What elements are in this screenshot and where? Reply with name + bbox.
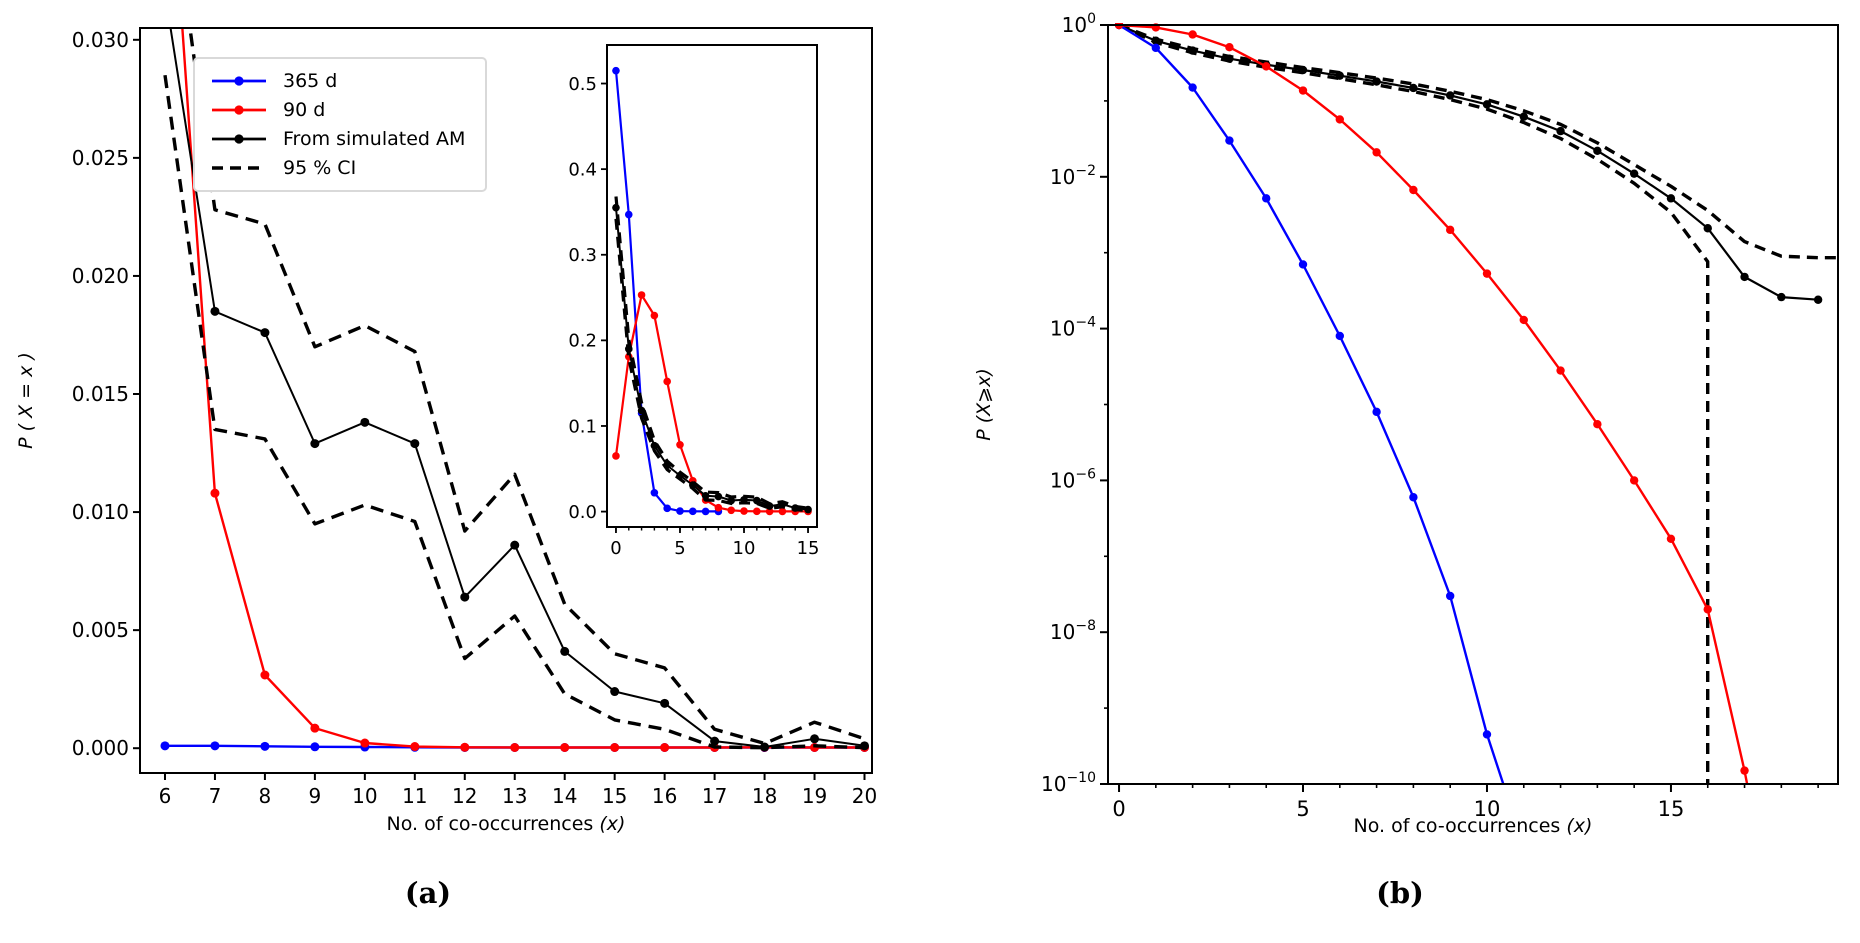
- svg-text:10: 10: [352, 784, 377, 808]
- svg-text:100: 100: [1062, 11, 1096, 37]
- svg-text:12: 12: [452, 784, 477, 808]
- svg-text:10−10: 10−10: [1041, 770, 1096, 796]
- svg-text:0.015: 0.015: [72, 382, 129, 406]
- panel-b-xlabel: No. of co-occurrences (x): [1354, 815, 1593, 837]
- svg-text:10−8: 10−8: [1050, 618, 1096, 644]
- series-ci-lower: [163, 74, 865, 750]
- svg-text:0.010: 0.010: [72, 500, 129, 524]
- panel-a-axes: 6 7 8 9 10 11 12 13 14 15 16 17 18 19 200.0000.0050.01…: [72, 28, 877, 808]
- svg-text:0.5: 0.5: [568, 74, 597, 95]
- svg-text:5: 5: [1296, 797, 1309, 821]
- svg-text:19: 19: [802, 784, 827, 808]
- series-ci-lower: [614, 218, 809, 513]
- svg-text:0.1: 0.1: [568, 416, 597, 437]
- svg-text:15: 15: [797, 538, 820, 559]
- svg-text:10: 10: [733, 538, 756, 559]
- svg-text:15: 15: [602, 784, 627, 808]
- svg-text:0: 0: [1112, 797, 1125, 821]
- legend-line-dot-swatch: [210, 73, 268, 89]
- svg-text:20: 20: [852, 784, 877, 808]
- svg-text:8: 8: [259, 784, 272, 808]
- series-simulated-am: [1114, 23, 1823, 304]
- legend-item-label: From simulated AM: [283, 128, 466, 150]
- series-simulated-am: [169, 28, 870, 752]
- svg-text:17: 17: [702, 784, 727, 808]
- svg-text:11: 11: [402, 784, 427, 808]
- svg-text:13: 13: [502, 784, 527, 808]
- panel-b: 0 5 10 15 10−10 10−8 10−6 10−4 10−2 100 No. of co-…: [973, 11, 1839, 837]
- panel-b-axes: 0 5 10 15 10−10 10−8 10−6 10−4 10−2 100: [1041, 11, 1819, 821]
- legend-item-label: 365 d: [283, 70, 338, 92]
- legend-dashed-swatch: [210, 160, 268, 176]
- panel-b-ylabel: P (X⩾x): [973, 368, 995, 441]
- svg-text:18: 18: [752, 784, 777, 808]
- svg-text:0.000: 0.000: [72, 736, 129, 760]
- svg-text:6: 6: [159, 784, 172, 808]
- svg-text:10−6: 10−6: [1050, 466, 1096, 492]
- svg-text:10−4: 10−4: [1050, 315, 1096, 341]
- series-365d: [612, 66, 723, 516]
- series-ci-lower: [1118, 23, 1710, 784]
- series-365d: [1114, 23, 1505, 784]
- svg-text:0.4: 0.4: [568, 159, 597, 180]
- legend-item: From simulated AM: [210, 128, 465, 150]
- series-ci-upper: [1118, 23, 1838, 260]
- svg-text:0.3: 0.3: [568, 245, 597, 266]
- legend-item: 365 d: [210, 70, 465, 92]
- svg-text:10: 10: [1474, 797, 1501, 821]
- svg-text:0.2: 0.2: [568, 331, 597, 352]
- svg-text:0.030: 0.030: [72, 28, 129, 52]
- svg-text:14: 14: [552, 784, 577, 808]
- svg-text:15: 15: [1658, 797, 1685, 821]
- series-90d: [1114, 23, 1749, 784]
- svg-text:5: 5: [674, 538, 685, 559]
- svg-text:0.005: 0.005: [72, 618, 129, 642]
- svg-text:0.025: 0.025: [72, 146, 129, 170]
- svg-text:0.0: 0.0: [568, 502, 597, 523]
- legend-item-label: 90 d: [283, 99, 326, 121]
- svg-text:0: 0: [610, 538, 621, 559]
- svg-text:9: 9: [309, 784, 322, 808]
- legend-item-label: 95 % CI: [283, 157, 357, 179]
- legend-item: 95 % CI: [210, 157, 465, 179]
- panel-a: 6 7 8 9 10 11 12 13 14 15 16 17 18 19 200.0000.0050.01…: [15, 27, 877, 835]
- legend: 365 d 90 d From simulated AM 95 % CI: [193, 57, 488, 192]
- panel-a-inset: 0 5 10 15 0.0 0.1 0.2 0.3 0.4 0.5: [568, 43, 819, 559]
- svg-text:10−2: 10−2: [1050, 163, 1096, 189]
- panel-a-xlabel: No. of co-occurrences (x): [387, 813, 626, 835]
- caption-a: (a): [404, 876, 452, 910]
- series-ci-upper: [614, 196, 809, 510]
- svg-text:0.020: 0.020: [72, 264, 129, 288]
- legend-line-dot-swatch: [210, 131, 268, 147]
- legend-item: 90 d: [210, 99, 465, 121]
- svg-text:16: 16: [652, 784, 677, 808]
- panel-a-ylabel: P ( X = x ): [15, 352, 37, 449]
- caption-b: (b): [1376, 876, 1424, 910]
- series-ci-upper: [188, 28, 866, 746]
- panel-a-inset-axes: 0 5 10 15 0.0 0.1 0.2 0.3 0.4 0.5: [568, 74, 819, 559]
- legend-line-dot-swatch: [210, 102, 268, 118]
- svg-text:7: 7: [209, 784, 222, 808]
